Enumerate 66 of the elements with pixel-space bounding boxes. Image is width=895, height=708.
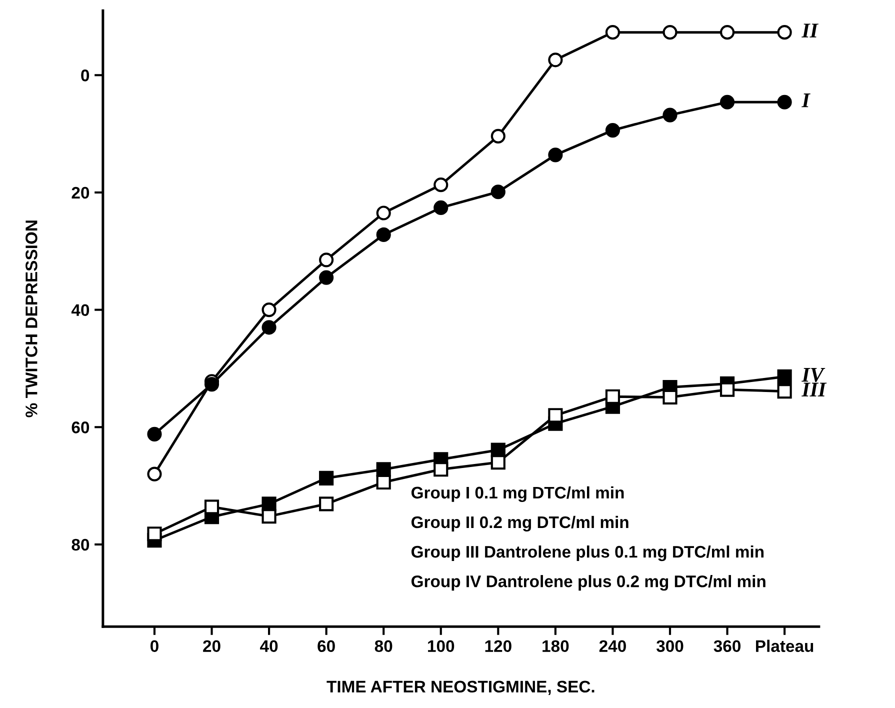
x-tick-label: 240: [599, 640, 626, 652]
point: [605, 389, 620, 404]
point: [376, 462, 391, 477]
x-axis-title: TIME AFTER NEOSTIGMINE, SEC.: [326, 680, 594, 695]
point: [720, 382, 735, 397]
point: [662, 25, 678, 40]
point: [376, 206, 391, 220]
annotation: Group IV Dantrolene plus 0.2 mg DTC/ml min: [411, 575, 766, 591]
x-tick-label: 100: [428, 640, 454, 652]
point: [548, 408, 563, 423]
point: [777, 369, 792, 384]
x-tick-label: 180: [542, 640, 569, 652]
x-tick-label: 120: [485, 640, 512, 652]
x-tick-label: 360: [714, 640, 740, 652]
point: [434, 462, 448, 477]
point: [777, 94, 792, 110]
x-tick-label: Plateau: [756, 640, 814, 652]
y-tick-label: 60: [72, 422, 90, 434]
y-tick-label: 0: [81, 70, 90, 82]
x-tick-label: 60: [318, 640, 335, 652]
series-label: I: [802, 94, 810, 108]
point: [777, 384, 792, 399]
x-tick-label: 0: [150, 640, 158, 652]
x-tick-label: 40: [260, 640, 278, 652]
x-tick-label: 20: [203, 640, 220, 652]
point: [548, 52, 563, 68]
point: [662, 108, 678, 122]
point: [434, 200, 448, 216]
x-tick-label: 80: [374, 640, 392, 652]
point: [548, 148, 563, 162]
point: [147, 466, 162, 482]
point: [490, 128, 506, 144]
point: [720, 25, 735, 40]
series-label: II: [802, 24, 819, 38]
point: [204, 500, 220, 514]
point: [262, 320, 276, 335]
point: [147, 426, 162, 442]
point: [662, 390, 678, 405]
y-tick-label: 40: [71, 304, 90, 316]
point: [376, 227, 391, 242]
point: [319, 470, 334, 486]
series-label: IV: [802, 368, 826, 382]
point: [434, 178, 448, 192]
point: [605, 25, 620, 40]
annotation: Group III Dantrolene plus 0.1 mg DTC/ml min: [411, 545, 764, 562]
y-axis-title: % TWITCH DEPRESSION: [26, 220, 38, 418]
point: [490, 455, 506, 470]
series-label: III: [802, 382, 827, 396]
point: [319, 252, 334, 268]
x-tick-label: 300: [656, 640, 684, 652]
y-tick-label: 20: [72, 186, 90, 199]
point: [376, 474, 391, 490]
y-tick-label: 80: [72, 538, 90, 551]
point: [262, 302, 276, 318]
point: [777, 25, 792, 40]
point: [204, 377, 220, 392]
point: [319, 496, 334, 512]
annotation: Group II 0.2 mg DTC/ml min: [411, 516, 628, 532]
point: [147, 526, 162, 542]
point: [720, 94, 735, 110]
point: [262, 496, 276, 512]
point: [490, 184, 506, 200]
point: [605, 122, 620, 138]
point: [262, 509, 276, 524]
point: [319, 270, 334, 285]
annotation: Group I 0.1 mg DTC/ml min: [411, 486, 624, 502]
